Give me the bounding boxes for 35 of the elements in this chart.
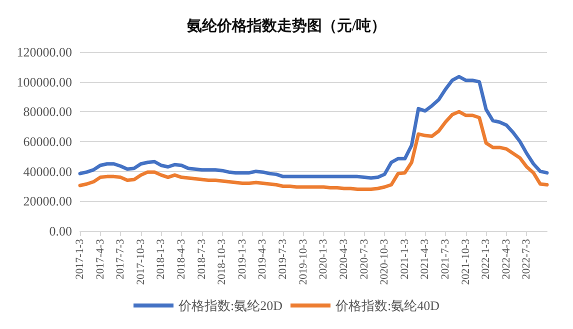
line-series xyxy=(78,110,549,191)
chart-title: 氨纶价格指数走势图（元/吨） xyxy=(186,18,386,34)
x-tick-label: 2017-7-3 xyxy=(114,238,127,280)
x-tick-label: 2018-4-3 xyxy=(176,238,188,280)
x-tick-label: 2020-4-3 xyxy=(338,238,350,280)
x-tick-label: 2020-1-3 xyxy=(318,238,330,280)
x-tick-label: 2018-7-3 xyxy=(196,238,208,280)
y-tick-label: 40000.00 xyxy=(23,164,72,179)
x-tick-label: 2019-1-3 xyxy=(236,238,248,280)
legend-label: 价格指数:氨纶20D xyxy=(178,298,282,313)
y-tick-label: 60000.00 xyxy=(23,134,72,149)
x-tick-label: 2018-10-3 xyxy=(216,238,228,285)
x-tick-label: 2020-7-3 xyxy=(358,238,370,280)
x-tick-label: 2017-1-3 xyxy=(74,238,86,280)
x-tick-label: 2021-7-3 xyxy=(439,238,452,280)
y-tick-label: 80000.00 xyxy=(23,104,72,120)
x-tick-label: 2021-10-3 xyxy=(460,238,472,285)
x-tick-label: 2022-1-3 xyxy=(480,238,492,280)
x-tick-label: 2021-1-3 xyxy=(398,238,411,280)
x-tick-label: 2018-1-3 xyxy=(155,238,168,280)
x-tick-label: 2021-4-3 xyxy=(419,238,432,280)
x-tick-label: 2019-7-3 xyxy=(277,238,290,280)
y-tick-label: 20000.00 xyxy=(23,194,72,209)
x-tick-label: 2017-4-3 xyxy=(94,238,106,280)
x-tick-label: 2019-4-3 xyxy=(256,238,269,280)
y-tick-label: 100000.00 xyxy=(16,74,72,90)
x-tick-label: 2022-4-3 xyxy=(500,238,512,280)
y-tick-label: 0.00 xyxy=(49,224,72,238)
y-tick-label: 120000.00 xyxy=(16,44,72,60)
x-tick-label: 2019-10-3 xyxy=(297,238,310,285)
x-tick-label: 2017-10-3 xyxy=(134,238,147,285)
legend-label: 价格指数:氨纶40D xyxy=(334,298,440,313)
x-tick-label: 2022-7-3 xyxy=(520,238,533,280)
x-tick-label: 2020-10-3 xyxy=(378,238,391,285)
line-series xyxy=(78,74,549,180)
